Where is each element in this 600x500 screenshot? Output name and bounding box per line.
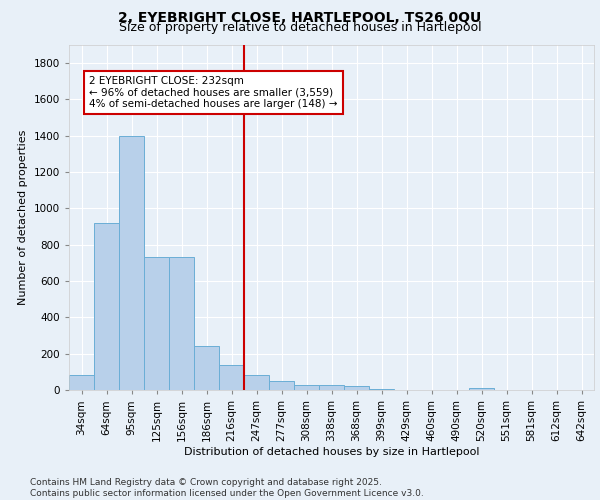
- Bar: [219, 364, 244, 390]
- Text: 2, EYEBRIGHT CLOSE, HARTLEPOOL, TS26 0QU: 2, EYEBRIGHT CLOSE, HARTLEPOOL, TS26 0QU: [118, 11, 482, 25]
- Text: 2 EYEBRIGHT CLOSE: 232sqm
← 96% of detached houses are smaller (3,559)
4% of sem: 2 EYEBRIGHT CLOSE: 232sqm ← 96% of detac…: [89, 76, 337, 109]
- Bar: [244, 376, 269, 390]
- Bar: [269, 381, 294, 390]
- Bar: [344, 386, 369, 390]
- Bar: [69, 376, 94, 390]
- Text: Size of property relative to detached houses in Hartlepool: Size of property relative to detached ho…: [119, 22, 481, 35]
- Bar: [119, 136, 144, 390]
- X-axis label: Distribution of detached houses by size in Hartlepool: Distribution of detached houses by size …: [184, 446, 479, 456]
- Bar: [369, 389, 394, 390]
- Bar: [469, 388, 494, 390]
- Bar: [319, 384, 344, 390]
- Bar: [169, 258, 194, 390]
- Text: Contains HM Land Registry data © Crown copyright and database right 2025.
Contai: Contains HM Land Registry data © Crown c…: [30, 478, 424, 498]
- Bar: [144, 258, 169, 390]
- Bar: [194, 346, 219, 390]
- Y-axis label: Number of detached properties: Number of detached properties: [18, 130, 28, 305]
- Bar: [94, 223, 119, 390]
- Bar: [294, 384, 319, 390]
